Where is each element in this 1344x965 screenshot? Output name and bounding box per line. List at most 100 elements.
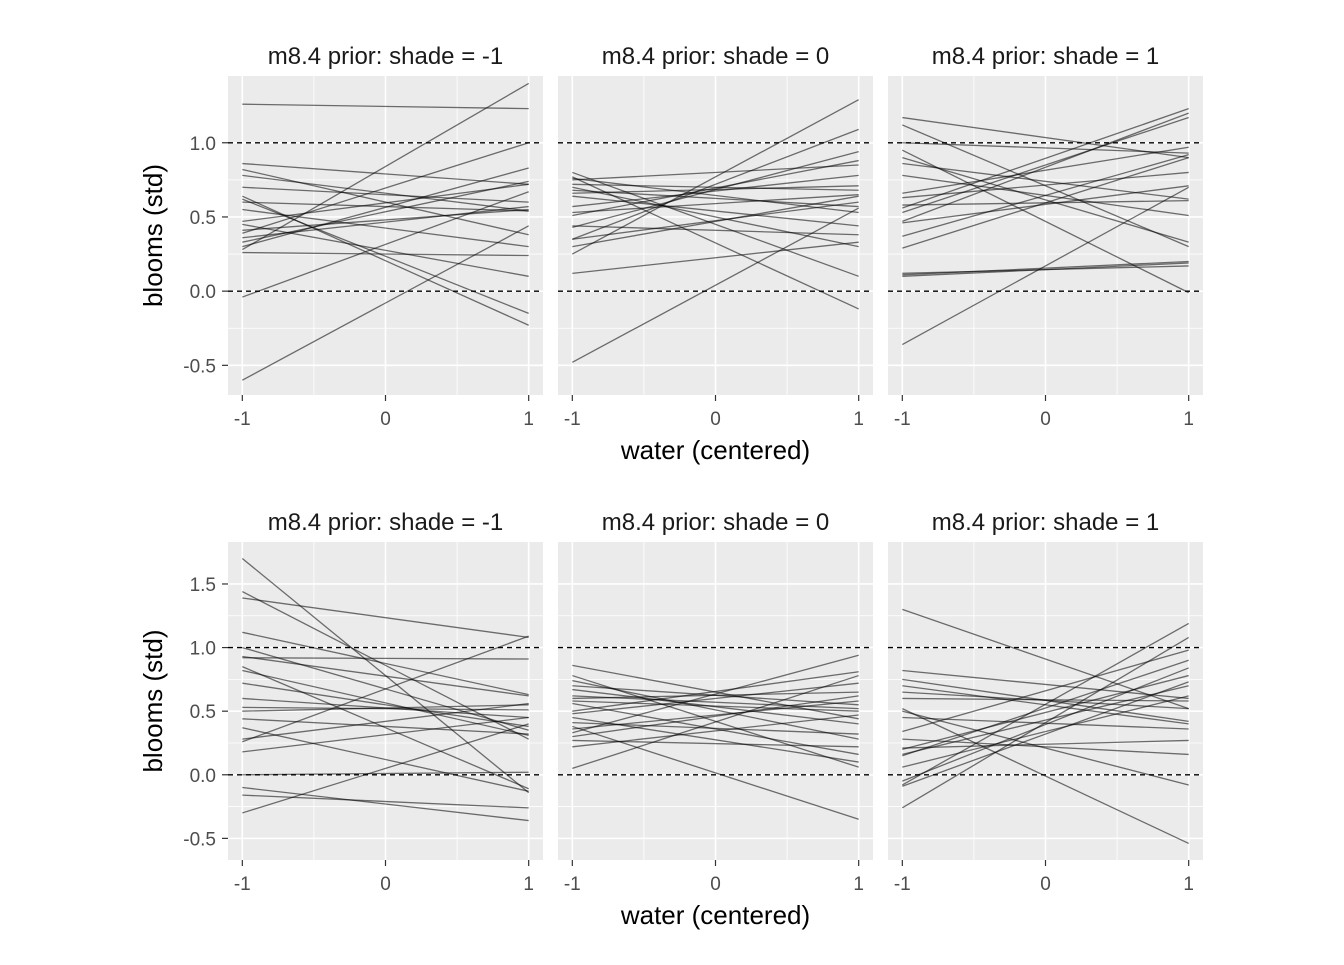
prior-line <box>242 704 529 712</box>
prior-line <box>902 685 1189 756</box>
prior-line <box>572 128 859 240</box>
x-tick-label: 1 <box>1183 409 1194 430</box>
panel-3: m8.4 prior: shade = 1 -1 0 1 <box>888 43 1203 430</box>
prior-line <box>572 225 859 236</box>
prior-line <box>902 716 1189 730</box>
prior-lines <box>572 654 859 820</box>
prior-line <box>242 646 529 731</box>
prior-line <box>902 667 1189 782</box>
x-tick-label: 0 <box>1040 874 1051 895</box>
prior-line <box>572 654 859 734</box>
prior-lines <box>241 82 530 381</box>
prior-line <box>902 262 1189 277</box>
prior-lines <box>572 99 859 363</box>
panel-title: m8.4 prior: shade = 1 <box>932 509 1159 536</box>
prior-line <box>242 669 529 736</box>
prior-line <box>902 739 1189 749</box>
prior-line <box>902 649 1189 733</box>
panel-6: m8.4 prior: shade = 1 -1 0 1 <box>888 509 1203 895</box>
y-tick-label: 0.5 <box>190 208 216 229</box>
prior-line <box>242 174 529 212</box>
prior-line <box>572 185 859 194</box>
prior-line <box>572 164 859 181</box>
prior-line <box>242 727 529 792</box>
prior-line <box>902 108 1189 209</box>
prior-line <box>242 794 529 809</box>
prior-line <box>902 710 1189 786</box>
prior-line <box>902 185 1189 224</box>
prior-line <box>572 159 859 217</box>
prior-line <box>572 177 859 214</box>
y-axis-title: blooms (std) <box>138 164 168 307</box>
prior-line <box>242 186 529 203</box>
prior-line <box>902 669 1189 700</box>
y-tick-label: -0.5 <box>183 829 216 850</box>
prior-line <box>572 99 859 255</box>
prior-line <box>572 671 859 712</box>
panel-title: m8.4 prior: shade = -1 <box>268 43 503 70</box>
prior-line <box>242 201 529 212</box>
prior-line <box>572 171 859 277</box>
x-tick-label: -1 <box>564 874 581 895</box>
y-axis-title: blooms (std) <box>138 629 168 772</box>
x-tick-label: 0 <box>710 409 721 430</box>
prior-line <box>902 186 1189 346</box>
prior-line <box>572 674 859 770</box>
prior-line <box>242 208 529 248</box>
prior-line <box>242 103 529 110</box>
x-tick-label: 0 <box>1040 409 1051 430</box>
prior-line <box>902 142 1189 154</box>
y-tick-label: 0.0 <box>190 282 216 303</box>
prior-line <box>572 176 859 310</box>
panel-title: m8.4 prior: shade = 1 <box>932 43 1159 70</box>
x-tick-label: 1 <box>523 874 534 895</box>
prior-line <box>241 82 530 251</box>
prior-line <box>902 738 1189 756</box>
panel-title: m8.4 prior: shade = 0 <box>602 43 829 70</box>
prior-line <box>902 695 1189 768</box>
prior-lines <box>902 108 1189 346</box>
y-tick-label: 0.5 <box>190 702 216 723</box>
y-tick-label: 1.5 <box>190 575 216 596</box>
prior-line <box>242 771 529 776</box>
panel-title: m8.4 prior: shade = 0 <box>602 509 829 536</box>
prior-line <box>572 739 859 748</box>
x-tick-label: 1 <box>1183 874 1194 895</box>
prior-line <box>572 194 859 214</box>
prior-line <box>902 156 1189 249</box>
panel-2: m8.4 prior: shade = 0 -1 0 1 water (centered… <box>558 43 873 465</box>
prior-line <box>242 225 529 381</box>
x-tick-label: 0 <box>710 874 721 895</box>
panel-5: m8.4 prior: shade = 0 -1 0 1 water (centered… <box>558 509 873 930</box>
x-tick-label: -1 <box>234 409 251 430</box>
prior-line <box>242 597 529 639</box>
prior-line <box>242 666 529 790</box>
prior-line <box>572 695 859 738</box>
x-axis-title: water (centered) <box>620 435 810 465</box>
prior-line <box>572 680 859 740</box>
panel-title: m8.4 prior: shade = -1 <box>268 509 503 536</box>
prior-line <box>242 180 529 243</box>
prior-line <box>902 171 1189 199</box>
prior-line <box>902 674 1189 750</box>
prior-line <box>902 681 1189 787</box>
prior-line <box>902 112 1189 223</box>
prior-line <box>902 156 1189 243</box>
x-tick-label: -1 <box>234 874 251 895</box>
prior-line <box>572 700 859 712</box>
x-tick-label: -1 <box>894 409 911 430</box>
prior-line <box>902 146 1189 194</box>
x-tick-label: 1 <box>853 409 864 430</box>
x-tick-label: 0 <box>380 874 391 895</box>
panel-4: m8.4 prior: shade = -1 -1 0 1 -0.5 0.0 0.5 1.0 1… <box>138 509 543 895</box>
y-tick-label: 1.0 <box>190 134 216 155</box>
panel-1: m8.4 prior: shade = -1 -1 0 1 -0.5 0.0 0.5 1.0 b… <box>138 43 543 430</box>
prior-line <box>242 208 529 231</box>
x-tick-label: 0 <box>380 409 391 430</box>
prior-line <box>572 183 859 191</box>
prior-line <box>902 678 1189 722</box>
prior-line <box>902 685 1189 725</box>
x-tick-label: 1 <box>523 409 534 430</box>
